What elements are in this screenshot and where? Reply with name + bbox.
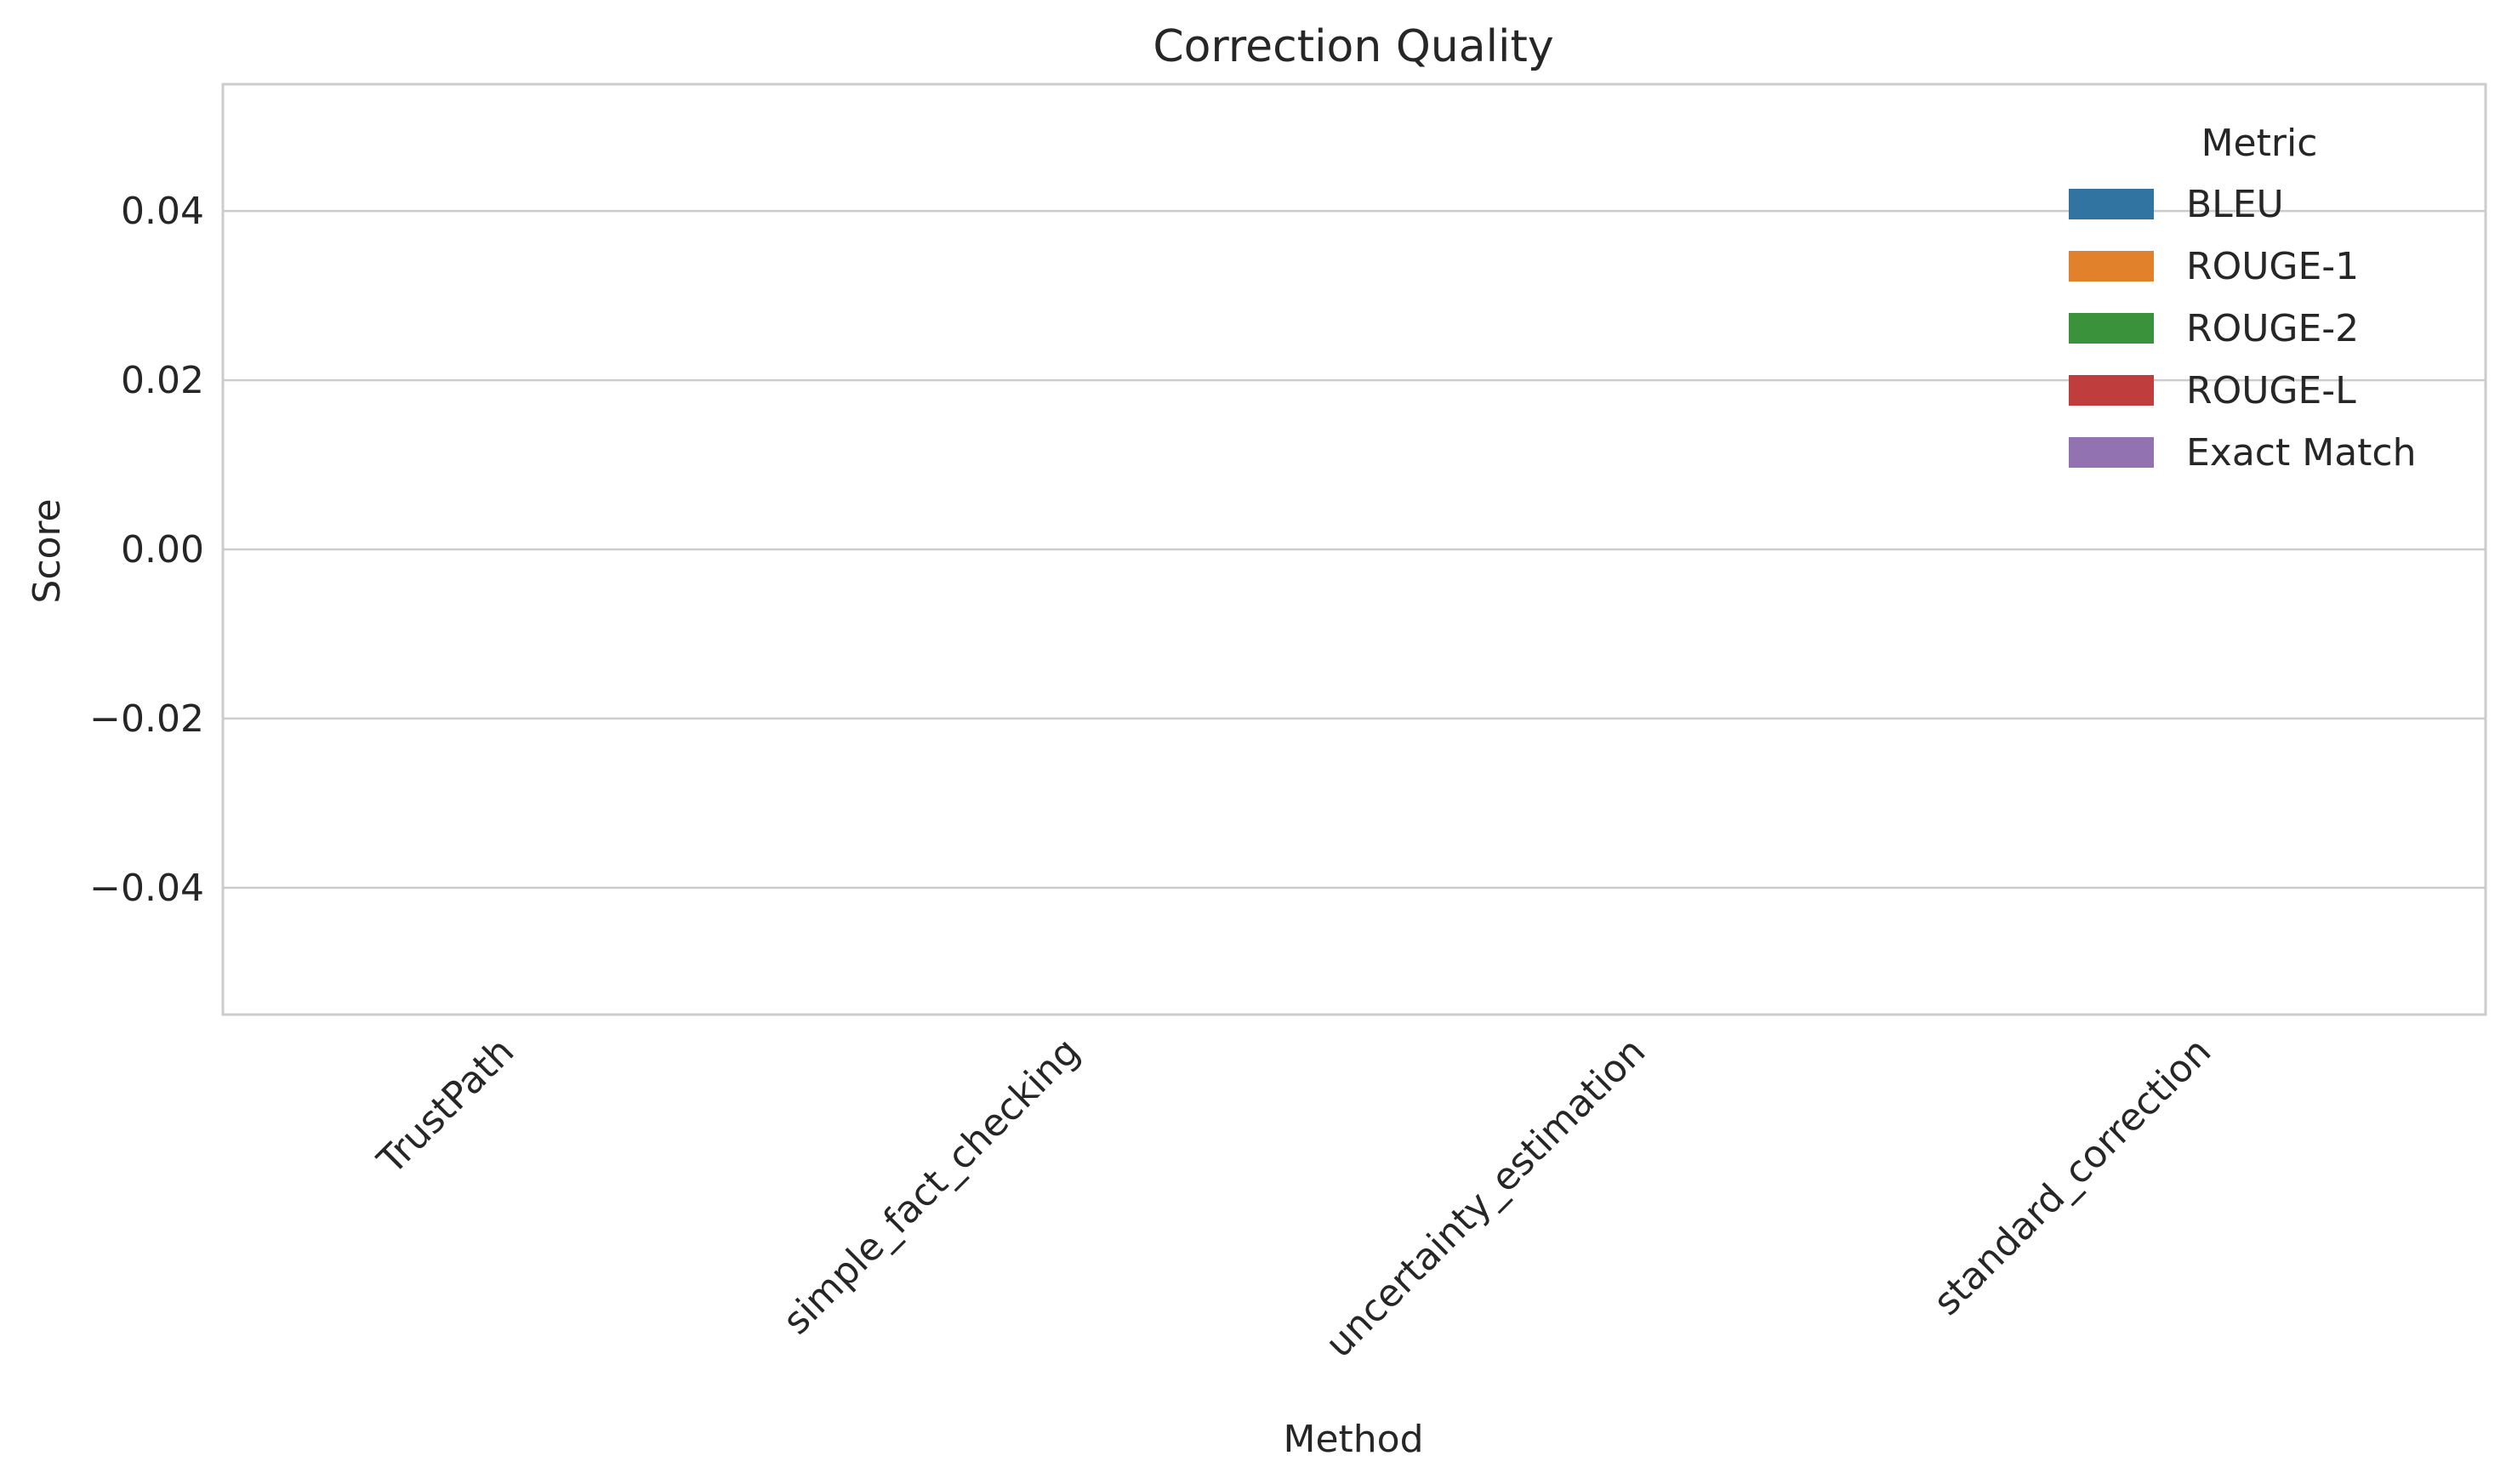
x-tick-labels: TrustPath simple_fact_checking uncertainty… [369, 1030, 2219, 1367]
x-tick-label: uncertainty_estimation [1318, 1030, 1655, 1367]
legend-entry-label: ROUGE-2 [2186, 307, 2359, 350]
y-axis-label: Score [26, 498, 69, 603]
y-tick-label: 0.04 [121, 190, 204, 233]
y-gridlines [223, 209, 2486, 890]
y-tick-label: 0.00 [121, 528, 204, 571]
legend-swatch [2069, 251, 2154, 281]
y-tick-label: −0.02 [89, 697, 204, 741]
y-tick-label: −0.04 [89, 867, 204, 910]
legend: Metric BLEU ROUGE-1 ROUGE-2 ROUGE-L Exact Ma… [2069, 122, 2417, 475]
legend-swatch [2069, 375, 2154, 406]
x-axis-label: Method [1283, 1418, 1423, 1461]
x-tick-label: standard_correction [1925, 1030, 2219, 1324]
legend-entry-label: ROUGE-1 [2186, 245, 2359, 288]
chart-title: Correction Quality [1153, 21, 1553, 72]
legend-entry-label: ROUGE-L [2186, 369, 2356, 412]
legend-title: Metric [2201, 122, 2318, 165]
x-tick-label: simple_fact_checking [775, 1030, 1088, 1343]
legend-swatch [2069, 313, 2154, 344]
y-tick-labels: 0.04 0.02 0.00 −0.02 −0.04 [89, 190, 204, 910]
legend-entry-label: BLEU [2186, 183, 2284, 226]
legend-entry-label: Exact Match [2186, 431, 2417, 475]
y-tick-label: 0.02 [121, 359, 204, 402]
plot-frame [221, 82, 2487, 1016]
legend-swatch [2069, 437, 2154, 468]
legend-swatch [2069, 189, 2154, 219]
x-tick-label: TrustPath [369, 1030, 522, 1183]
